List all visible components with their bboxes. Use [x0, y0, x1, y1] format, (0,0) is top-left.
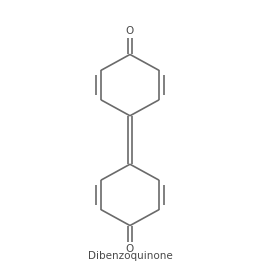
- Text: Dibenzoquinone: Dibenzoquinone: [88, 251, 172, 261]
- Text: O: O: [126, 244, 134, 254]
- Text: O: O: [126, 26, 134, 36]
